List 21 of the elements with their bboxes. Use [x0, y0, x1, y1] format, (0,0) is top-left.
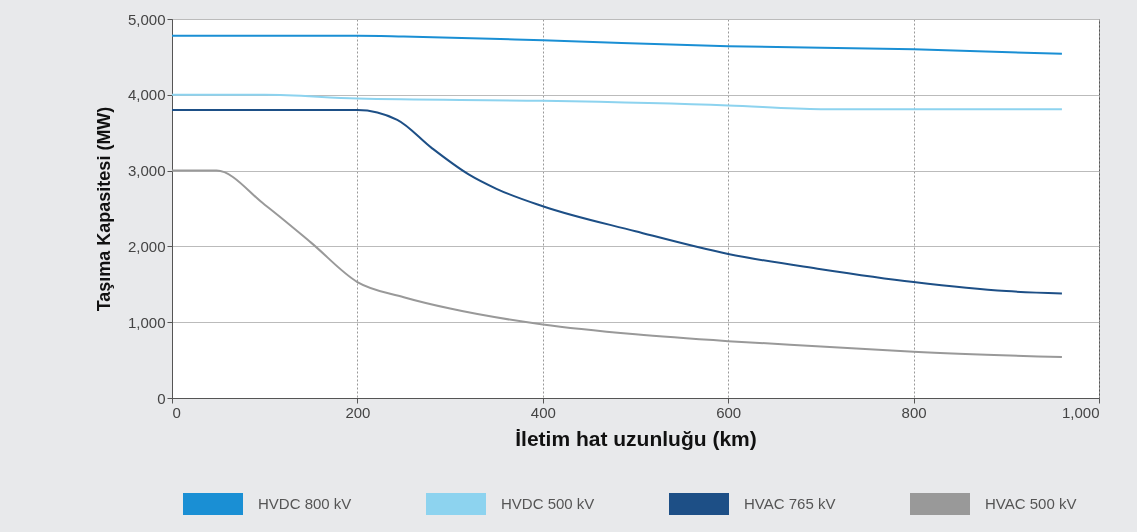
- x-tick-label: 800: [901, 403, 927, 421]
- legend-label: HVAC 500 kV: [985, 495, 1077, 512]
- x-tick-label: 1,000: [1061, 403, 1100, 421]
- legend-label: HVAC 765 kV: [744, 495, 836, 512]
- x-tick-label: 400: [530, 403, 556, 421]
- y-tick-label: 2,000: [127, 237, 166, 255]
- y-tick-label: 1,000: [127, 313, 166, 331]
- y-tick-label: 5,000: [127, 10, 166, 28]
- y-tick-label: 0: [157, 389, 166, 407]
- legend-label: HVDC 500 kV: [501, 495, 595, 512]
- x-tick-label: 200: [345, 403, 371, 421]
- x-tick-label: 0: [172, 403, 181, 421]
- x-tick-label: 600: [716, 403, 742, 421]
- y-tick-label: 3,000: [127, 162, 166, 180]
- y-axis-title: Taşıma Kapasitesi (MW): [93, 106, 114, 312]
- legend-label: HVDC 800 kV: [258, 495, 352, 512]
- x-axis-title: İletim hat uzunluğu (km): [515, 426, 757, 450]
- line-series: [171, 108, 1063, 295]
- line-series: [171, 34, 1063, 55]
- y-tick-label: 4,000: [127, 86, 166, 104]
- line-series: [171, 93, 1063, 111]
